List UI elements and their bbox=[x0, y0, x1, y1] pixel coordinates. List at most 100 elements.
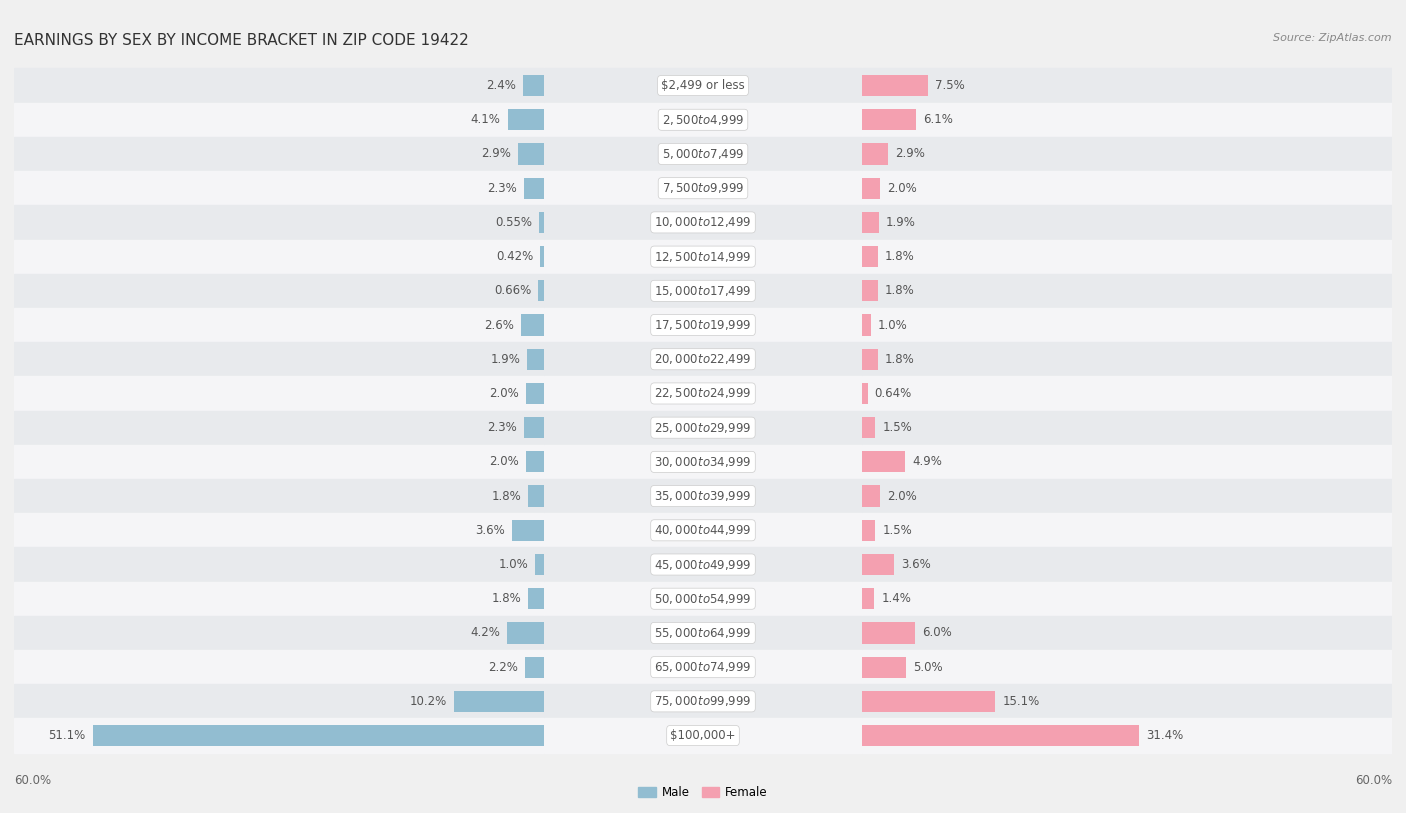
Bar bbox=[544, 68, 862, 102]
Bar bbox=[14, 308, 544, 342]
Bar bbox=[862, 411, 1392, 445]
Bar bbox=[14, 102, 544, 137]
Text: $7,500 to $9,999: $7,500 to $9,999 bbox=[662, 181, 744, 195]
Text: 4.1%: 4.1% bbox=[471, 113, 501, 126]
Text: Source: ZipAtlas.com: Source: ZipAtlas.com bbox=[1274, 33, 1392, 42]
Bar bbox=[526, 383, 544, 404]
Bar bbox=[14, 615, 544, 650]
Text: 1.8%: 1.8% bbox=[491, 592, 522, 605]
Text: 51.1%: 51.1% bbox=[48, 729, 86, 742]
Text: 2.9%: 2.9% bbox=[894, 147, 925, 160]
Bar bbox=[544, 274, 862, 308]
Bar bbox=[14, 240, 544, 274]
Text: $10,000 to $12,499: $10,000 to $12,499 bbox=[654, 215, 752, 229]
Bar bbox=[14, 411, 544, 445]
Bar bbox=[862, 280, 877, 302]
Bar bbox=[862, 547, 1392, 581]
Bar bbox=[540, 246, 544, 267]
Bar bbox=[862, 383, 868, 404]
Legend: Male, Female: Male, Female bbox=[638, 786, 768, 799]
Bar bbox=[454, 691, 544, 712]
Bar bbox=[862, 68, 1392, 102]
Text: 1.5%: 1.5% bbox=[883, 421, 912, 434]
Text: $65,000 to $74,999: $65,000 to $74,999 bbox=[654, 660, 752, 674]
Text: $35,000 to $39,999: $35,000 to $39,999 bbox=[654, 489, 752, 503]
Bar bbox=[14, 445, 544, 479]
Bar bbox=[529, 485, 544, 506]
Text: 1.5%: 1.5% bbox=[883, 524, 912, 537]
Text: $40,000 to $44,999: $40,000 to $44,999 bbox=[654, 524, 752, 537]
Bar bbox=[862, 615, 1392, 650]
Text: 1.8%: 1.8% bbox=[884, 250, 915, 263]
Bar bbox=[538, 280, 544, 302]
Text: $100,000+: $100,000+ bbox=[671, 729, 735, 742]
Text: $15,000 to $17,499: $15,000 to $17,499 bbox=[654, 284, 752, 298]
Text: $30,000 to $34,999: $30,000 to $34,999 bbox=[654, 455, 752, 469]
Bar bbox=[93, 725, 544, 746]
Bar bbox=[862, 177, 880, 199]
Bar bbox=[862, 75, 928, 96]
Bar bbox=[862, 143, 887, 164]
Text: $55,000 to $64,999: $55,000 to $64,999 bbox=[654, 626, 752, 640]
Text: 15.1%: 15.1% bbox=[1002, 695, 1039, 708]
Bar bbox=[862, 376, 1392, 411]
Bar bbox=[526, 451, 544, 472]
Text: 2.0%: 2.0% bbox=[887, 489, 917, 502]
Bar bbox=[544, 206, 862, 240]
Bar bbox=[862, 554, 894, 575]
Text: EARNINGS BY SEX BY INCOME BRACKET IN ZIP CODE 19422: EARNINGS BY SEX BY INCOME BRACKET IN ZIP… bbox=[14, 33, 468, 47]
Text: 0.64%: 0.64% bbox=[875, 387, 912, 400]
Text: 1.8%: 1.8% bbox=[884, 353, 915, 366]
Text: 2.4%: 2.4% bbox=[486, 79, 516, 92]
Text: 2.0%: 2.0% bbox=[489, 387, 519, 400]
Bar bbox=[544, 479, 862, 513]
Bar bbox=[538, 212, 544, 233]
Text: 1.9%: 1.9% bbox=[886, 216, 915, 229]
Text: 2.0%: 2.0% bbox=[489, 455, 519, 468]
Bar bbox=[862, 685, 1392, 719]
Text: $17,500 to $19,999: $17,500 to $19,999 bbox=[654, 318, 752, 332]
Bar bbox=[14, 685, 544, 719]
Bar bbox=[862, 650, 1392, 685]
Text: 31.4%: 31.4% bbox=[1146, 729, 1184, 742]
Bar bbox=[862, 725, 1139, 746]
Bar bbox=[519, 143, 544, 164]
Bar bbox=[544, 411, 862, 445]
Bar bbox=[536, 554, 544, 575]
Text: $50,000 to $54,999: $50,000 to $54,999 bbox=[654, 592, 752, 606]
Bar bbox=[544, 719, 862, 753]
Bar bbox=[14, 547, 544, 581]
Text: $2,499 or less: $2,499 or less bbox=[661, 79, 745, 92]
Bar bbox=[14, 206, 544, 240]
Text: 6.1%: 6.1% bbox=[922, 113, 953, 126]
Text: $12,500 to $14,999: $12,500 to $14,999 bbox=[654, 250, 752, 263]
Text: 5.0%: 5.0% bbox=[914, 661, 943, 674]
Text: $5,000 to $7,499: $5,000 to $7,499 bbox=[662, 147, 744, 161]
Text: $20,000 to $22,499: $20,000 to $22,499 bbox=[654, 352, 752, 366]
Text: 0.55%: 0.55% bbox=[495, 216, 531, 229]
Bar bbox=[862, 588, 875, 609]
Bar bbox=[862, 513, 1392, 547]
Bar bbox=[14, 137, 544, 171]
Bar bbox=[862, 109, 915, 130]
Bar bbox=[862, 315, 870, 336]
Bar bbox=[527, 349, 544, 370]
Bar bbox=[524, 657, 544, 678]
Text: 1.8%: 1.8% bbox=[491, 489, 522, 502]
Bar bbox=[544, 513, 862, 547]
Bar bbox=[862, 479, 1392, 513]
Bar bbox=[862, 657, 905, 678]
Text: 2.2%: 2.2% bbox=[488, 661, 517, 674]
Text: $2,500 to $4,999: $2,500 to $4,999 bbox=[662, 113, 744, 127]
Bar bbox=[544, 547, 862, 581]
Bar bbox=[508, 622, 544, 644]
Text: 60.0%: 60.0% bbox=[1355, 774, 1392, 787]
Bar bbox=[14, 376, 544, 411]
Bar bbox=[544, 308, 862, 342]
Bar bbox=[544, 240, 862, 274]
Bar bbox=[544, 615, 862, 650]
Text: 2.3%: 2.3% bbox=[486, 421, 516, 434]
Text: 2.9%: 2.9% bbox=[481, 147, 512, 160]
Bar bbox=[512, 520, 544, 541]
Bar bbox=[544, 445, 862, 479]
